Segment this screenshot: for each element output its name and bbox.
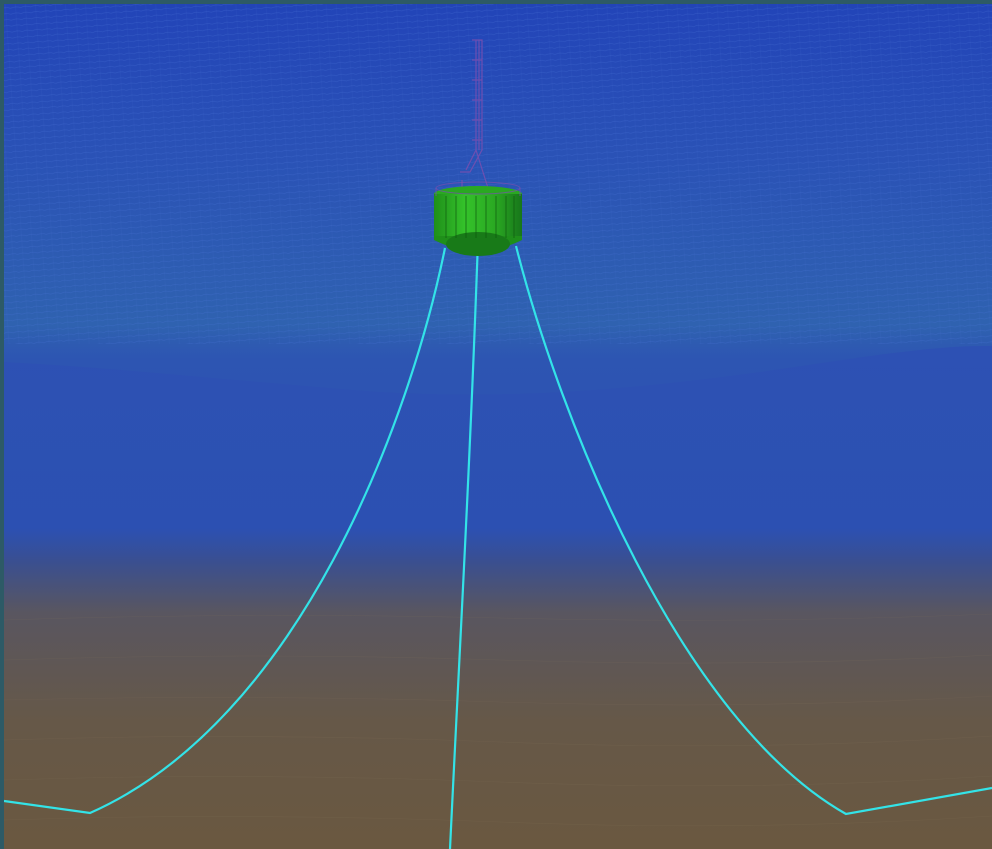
mooring-line-left [4, 247, 447, 815]
sea-surface-mesh [4, 4, 992, 344]
mooring-line-right [514, 245, 992, 816]
floating-platform [434, 181, 522, 256]
seabed-texture [4, 613, 992, 827]
mooring-lines [4, 239, 992, 849]
mid-water-band [4, 345, 992, 560]
mooring-line-center [448, 239, 480, 849]
